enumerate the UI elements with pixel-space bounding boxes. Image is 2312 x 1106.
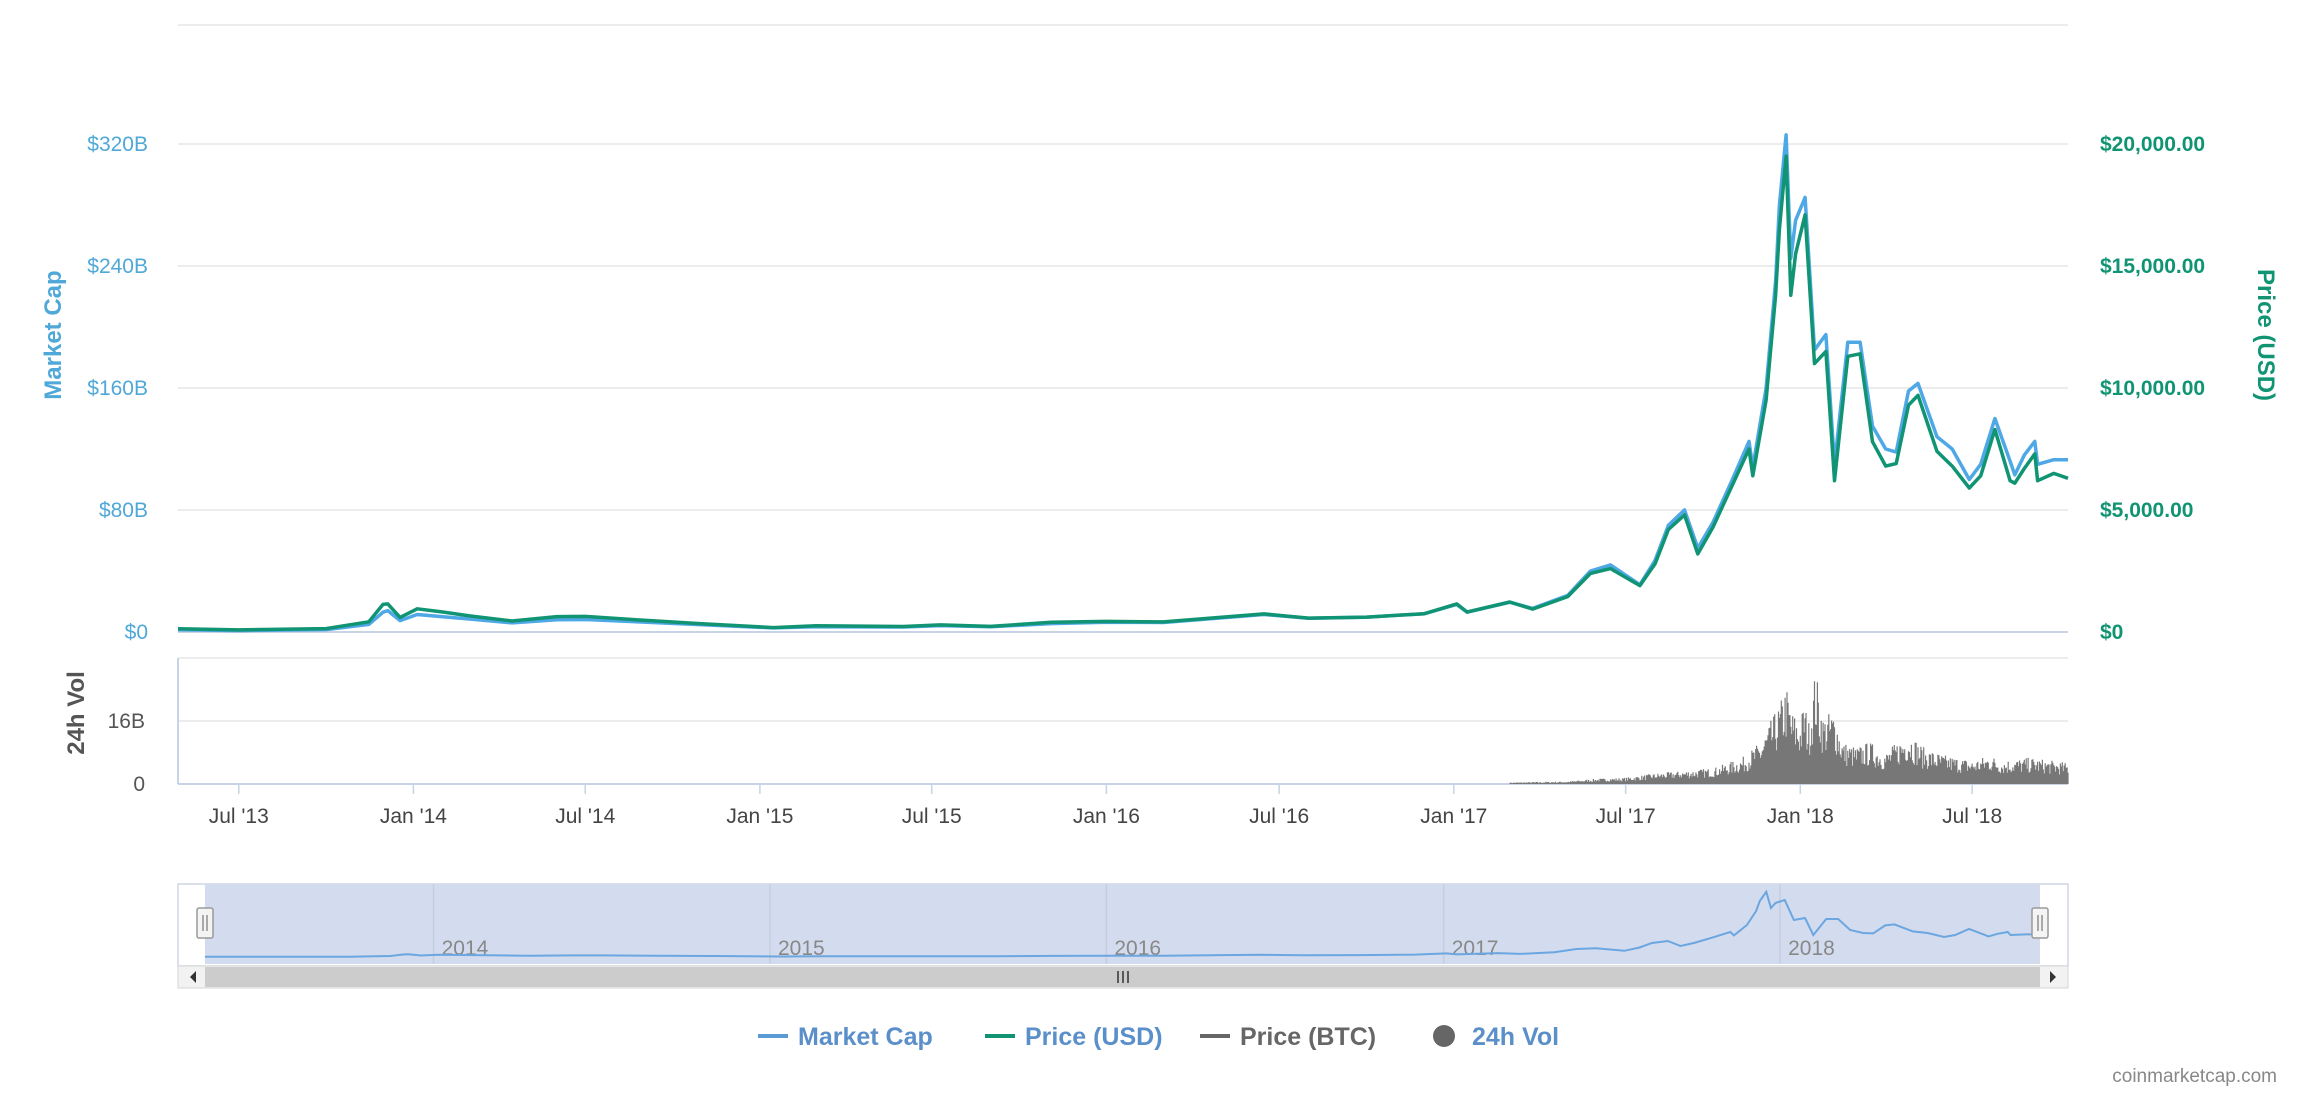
x-tick-label: Jul '17 bbox=[1596, 805, 1656, 828]
x-tick-label: Jan '17 bbox=[1420, 805, 1487, 828]
axis-layer: $0 $80B $160B $240B $320B $0 $5,000.00 $10,000.… bbox=[87, 133, 2205, 828]
navigator-tick-label: 2016 bbox=[1114, 937, 1161, 960]
scroll-left-arrow-icon bbox=[190, 971, 196, 983]
volume-tick-label: 16B bbox=[108, 710, 145, 733]
series-price-usd-line bbox=[177, 154, 2069, 632]
navigator-handle-right bbox=[2031, 907, 2049, 939]
volume-tick-label: 0 bbox=[133, 773, 145, 796]
market-cap-tick-label: $320B bbox=[87, 133, 148, 156]
legend-symbol-circle bbox=[1433, 1025, 1455, 1047]
price-usd-tick-label: $10,000.00 bbox=[2100, 377, 2205, 400]
credits[interactable]: coinmarketcap.com bbox=[2112, 1066, 2277, 1087]
x-tick-label: Jul '16 bbox=[1249, 805, 1309, 828]
series-market-cap-line bbox=[177, 133, 2068, 633]
legend-item[interactable]: Price (BTC) bbox=[1200, 1023, 1376, 1051]
x-tick-label: Jan '14 bbox=[380, 805, 447, 828]
x-tick-label: Jul '14 bbox=[555, 805, 615, 828]
navigator-selected-range bbox=[205, 884, 2040, 964]
legend-label: Price (USD) bbox=[1025, 1023, 1163, 1051]
market-cap-tick-label: $160B bbox=[87, 377, 148, 400]
navigator-layer: 2014 2015 2016 2017 2018 bbox=[177, 883, 2069, 989]
legend-label: 24h Vol bbox=[1472, 1023, 1559, 1051]
navigator-series-line bbox=[204, 889, 2040, 958]
navigator-tick-label: 2014 bbox=[442, 937, 489, 960]
price-usd-tick-label: $20,000.00 bbox=[2100, 133, 2205, 156]
x-tick-label: Jul '13 bbox=[209, 805, 269, 828]
navigator-handle-left bbox=[196, 907, 214, 939]
volume-layer bbox=[1509, 681, 2069, 784]
x-tick-label: Jan '15 bbox=[726, 805, 793, 828]
legend-layer: Market Cap Price (USD) Price (BTC) 24h Vol bbox=[758, 1023, 1559, 1051]
market-cap-tick-label: $0 bbox=[125, 621, 148, 644]
x-tick-label: Jul '18 bbox=[1942, 805, 2002, 828]
grid-layer bbox=[177, 24, 2068, 785]
price-usd-tick-label: $0 bbox=[2100, 621, 2123, 644]
legend-item[interactable]: Price (USD) bbox=[985, 1023, 1163, 1051]
axis-title-24h-vol: 24h Vol bbox=[63, 671, 90, 755]
scroll-right-arrow-icon bbox=[2050, 971, 2056, 983]
navigator-tick-label: 2018 bbox=[1788, 937, 1835, 960]
price-usd-tick-label: $15,000.00 bbox=[2100, 255, 2205, 278]
x-tick-label: Jan '18 bbox=[1767, 805, 1834, 828]
x-tick-label: Jul '15 bbox=[902, 805, 962, 828]
series-24h-vol-columns bbox=[1509, 681, 2069, 784]
axis-title-price-usd: Price (USD) bbox=[2252, 269, 2279, 401]
series-layer bbox=[177, 133, 2069, 633]
legend-item[interactable]: Market Cap bbox=[758, 1023, 933, 1051]
price-usd-tick-label: $5,000.00 bbox=[2100, 499, 2193, 522]
legend-label: Price (BTC) bbox=[1240, 1023, 1376, 1051]
legend-label: Market Cap bbox=[798, 1023, 933, 1051]
market-cap-tick-label: $80B bbox=[99, 499, 148, 522]
navigator-tick-label: 2017 bbox=[1452, 937, 1499, 960]
axis-title-market-cap: Market Cap bbox=[40, 270, 67, 399]
navigator-tick-label: 2015 bbox=[778, 937, 825, 960]
x-tick-label: Jan '16 bbox=[1073, 805, 1140, 828]
market-cap-tick-label: $240B bbox=[87, 255, 148, 278]
legend-item[interactable]: 24h Vol bbox=[1433, 1023, 1559, 1051]
